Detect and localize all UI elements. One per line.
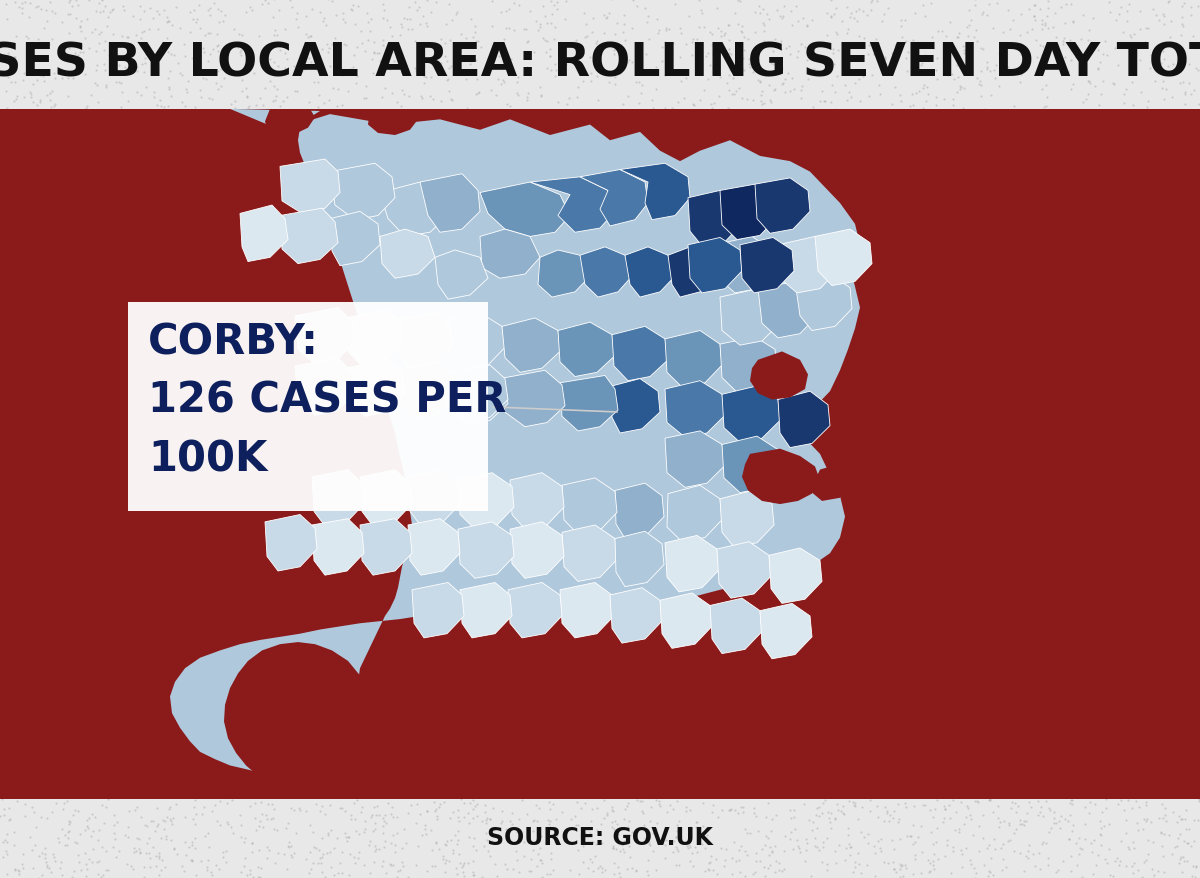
Polygon shape — [580, 248, 632, 298]
Polygon shape — [610, 588, 662, 644]
Polygon shape — [769, 549, 822, 604]
Polygon shape — [562, 525, 617, 582]
Polygon shape — [448, 365, 508, 423]
Polygon shape — [667, 486, 722, 542]
Polygon shape — [368, 110, 418, 136]
Polygon shape — [0, 319, 148, 423]
FancyBboxPatch shape — [128, 303, 488, 512]
Polygon shape — [510, 522, 564, 579]
Polygon shape — [718, 542, 772, 599]
Polygon shape — [170, 110, 860, 787]
Polygon shape — [720, 290, 780, 346]
Polygon shape — [796, 275, 852, 331]
Text: CASES BY LOCAL AREA: ROLLING SEVEN DAY TOTAL: CASES BY LOCAL AREA: ROLLING SEVEN DAY T… — [0, 41, 1200, 86]
Polygon shape — [562, 479, 617, 535]
Polygon shape — [360, 519, 412, 575]
Polygon shape — [715, 237, 774, 293]
Polygon shape — [750, 352, 808, 400]
Polygon shape — [665, 431, 725, 488]
Polygon shape — [688, 238, 742, 293]
Polygon shape — [720, 491, 774, 547]
Polygon shape — [722, 386, 780, 443]
Polygon shape — [538, 251, 590, 298]
Polygon shape — [346, 310, 402, 367]
Polygon shape — [760, 604, 812, 659]
Polygon shape — [480, 183, 570, 237]
Polygon shape — [560, 376, 618, 431]
Polygon shape — [0, 643, 380, 799]
Polygon shape — [778, 237, 838, 293]
Polygon shape — [448, 369, 508, 425]
Polygon shape — [408, 470, 460, 527]
Polygon shape — [265, 515, 317, 572]
Polygon shape — [312, 470, 364, 527]
Polygon shape — [408, 519, 460, 575]
Polygon shape — [502, 319, 560, 373]
Polygon shape — [616, 532, 664, 587]
Polygon shape — [0, 452, 250, 529]
Polygon shape — [500, 371, 565, 428]
Polygon shape — [665, 331, 722, 387]
Polygon shape — [710, 599, 762, 654]
Polygon shape — [720, 185, 778, 241]
Polygon shape — [295, 308, 355, 364]
Polygon shape — [448, 313, 505, 371]
Polygon shape — [295, 358, 355, 415]
Polygon shape — [395, 363, 455, 419]
Text: SOURCE: GOV.UK: SOURCE: GOV.UK — [487, 825, 713, 849]
Polygon shape — [420, 175, 480, 233]
Polygon shape — [616, 484, 664, 539]
Polygon shape — [612, 379, 660, 434]
Polygon shape — [722, 436, 780, 493]
Polygon shape — [688, 191, 742, 247]
Polygon shape — [0, 193, 90, 279]
Polygon shape — [436, 251, 488, 299]
Polygon shape — [480, 230, 540, 279]
Polygon shape — [612, 327, 668, 381]
Text: CORBY:
126 CASES PER
100K: CORBY: 126 CASES PER 100K — [148, 320, 506, 479]
Polygon shape — [280, 209, 338, 264]
Polygon shape — [665, 381, 725, 437]
Polygon shape — [665, 536, 719, 593]
Polygon shape — [510, 473, 564, 529]
Polygon shape — [330, 212, 380, 266]
Polygon shape — [240, 205, 288, 263]
Polygon shape — [720, 337, 778, 392]
Polygon shape — [458, 522, 514, 579]
Polygon shape — [815, 230, 872, 286]
Polygon shape — [280, 160, 340, 214]
Polygon shape — [758, 282, 817, 338]
Polygon shape — [458, 473, 514, 529]
Polygon shape — [755, 179, 810, 234]
Polygon shape — [0, 110, 210, 160]
Polygon shape — [660, 594, 712, 649]
Polygon shape — [508, 583, 562, 638]
Polygon shape — [812, 463, 858, 501]
Polygon shape — [558, 323, 616, 377]
Polygon shape — [530, 177, 616, 233]
Polygon shape — [668, 248, 716, 298]
Polygon shape — [380, 183, 448, 237]
Polygon shape — [346, 360, 406, 417]
Polygon shape — [580, 170, 648, 227]
Polygon shape — [312, 519, 364, 575]
Polygon shape — [360, 470, 412, 527]
Polygon shape — [460, 583, 512, 638]
Polygon shape — [395, 313, 452, 371]
Polygon shape — [625, 248, 674, 298]
Polygon shape — [330, 164, 395, 220]
Polygon shape — [380, 230, 436, 279]
Polygon shape — [412, 583, 464, 638]
Polygon shape — [265, 110, 314, 137]
Polygon shape — [742, 450, 820, 505]
Polygon shape — [620, 164, 690, 220]
Polygon shape — [560, 583, 614, 638]
Polygon shape — [740, 238, 794, 293]
Polygon shape — [778, 392, 830, 448]
